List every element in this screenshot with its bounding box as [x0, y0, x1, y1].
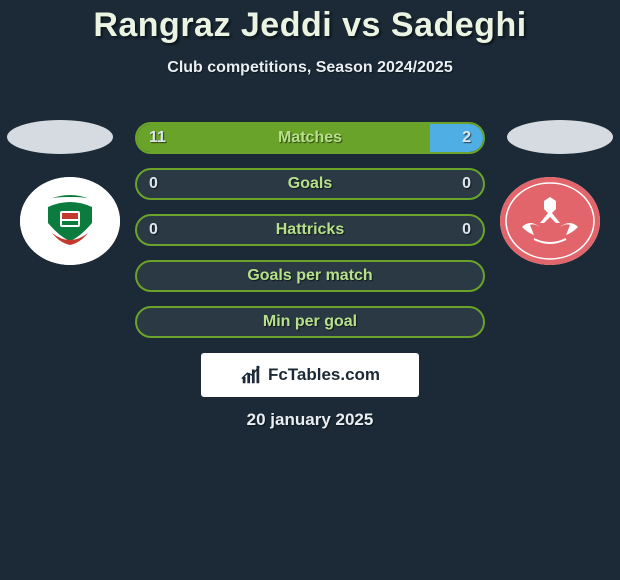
- bar-label: Matches: [137, 124, 483, 152]
- player-right-ellipse: [507, 120, 613, 154]
- bar-value-left: 0: [149, 216, 158, 244]
- infographic: Rangraz Jeddi vs Sadeghi Club competitio…: [0, 0, 620, 580]
- bar-value-right: 0: [462, 216, 471, 244]
- club-badge-left-icon: [20, 177, 120, 265]
- club-badge-right-icon: [500, 177, 600, 265]
- subtitle: Club competitions, Season 2024/2025: [0, 59, 620, 77]
- player-left-ellipse: [7, 120, 113, 154]
- bar-value-right: 0: [462, 170, 471, 198]
- date-label: 20 january 2025: [0, 410, 620, 430]
- bar-value-left: 0: [149, 170, 158, 198]
- club-badge-left: [20, 177, 120, 265]
- stat-bar: Goals per match: [135, 260, 485, 292]
- bar-value-left: 11: [149, 124, 166, 152]
- bar-label: Goals per match: [137, 262, 483, 290]
- bar-label: Min per goal: [137, 308, 483, 336]
- stat-bar: Min per goal: [135, 306, 485, 338]
- comparison-bars: Matches112Goals00Hattricks00Goals per ma…: [135, 122, 485, 352]
- brand-label: FcTables.com: [268, 365, 380, 385]
- page-title: Rangraz Jeddi vs Sadeghi: [0, 0, 620, 45]
- club-badge-right: [500, 177, 600, 265]
- bar-label: Hattricks: [137, 216, 483, 244]
- stat-bar: Goals0 0: [135, 168, 485, 200]
- brand-box: FcTables.com: [201, 353, 419, 397]
- chart-icon: [240, 364, 262, 386]
- bar-label: Goals: [137, 170, 483, 198]
- stat-bar: Hattricks0 0: [135, 214, 485, 246]
- bar-value-right: 2: [462, 124, 471, 152]
- stat-bar: Matches11 2: [135, 122, 485, 154]
